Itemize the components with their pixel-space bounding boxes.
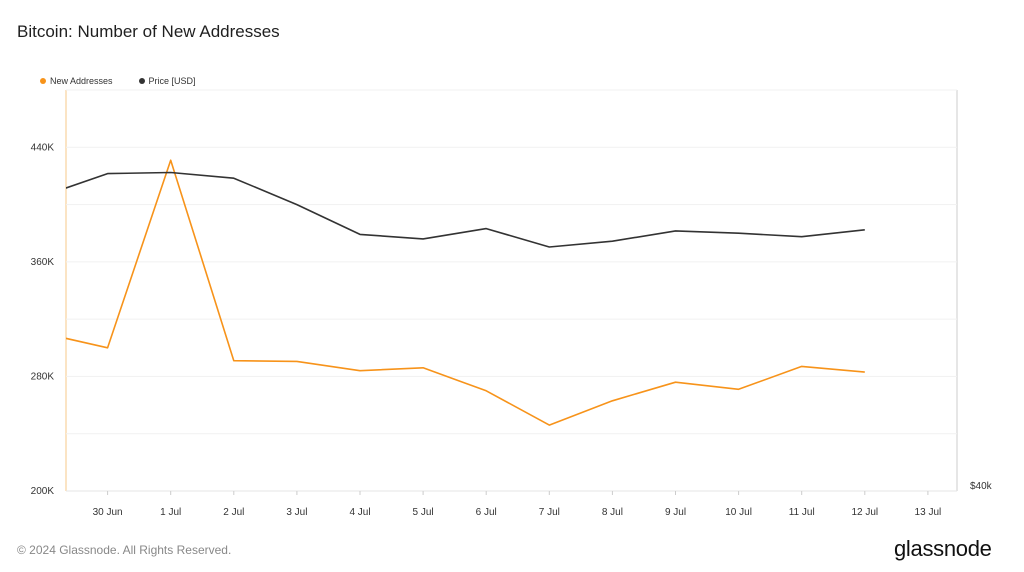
copyright-text: © 2024 Glassnode. All Rights Reserved. [17,543,232,557]
y-tick-label: 360K [31,257,55,268]
x-tick-label: 4 Jul [349,507,370,518]
legend-label-new-addresses: New Addresses [50,76,113,86]
x-tick-label: 5 Jul [413,507,434,518]
series-line-new-addresses [66,159,865,426]
glassnode-logo: glassnode [894,536,992,561]
x-tick-label: 7 Jul [539,507,560,518]
x-tick-label: 2 Jul [223,507,244,518]
y-tick-label: 200K [31,486,55,497]
x-tick-label: 9 Jul [665,507,686,518]
x-tick-label: 8 Jul [602,507,623,518]
legend-label-price: Price [USD] [148,76,196,86]
y-tick-label: 440K [31,142,55,153]
y-tick-label: 280K [31,371,55,382]
x-tick-label: 3 Jul [286,507,307,518]
x-tick-label: 12 Jul [851,507,878,518]
x-tick-label: 11 Jul [789,507,815,518]
series-line-price [66,171,865,248]
legend-item-new-addresses[interactable]: New Addresses [40,76,113,86]
legend-item-price[interactable]: Price [USD] [138,76,196,86]
x-tick-label: 13 Jul [915,507,942,518]
legend-swatch-new-addresses [40,78,46,84]
x-tick-label: 30 Jun [93,507,123,518]
legend-swatch-price [138,78,145,84]
x-tick-label: 10 Jul [725,507,752,518]
chart-legend: New Addresses Price [USD] [40,76,196,86]
chart-title: Bitcoin: Number of New Addresses [17,22,280,41]
x-tick-label: 6 Jul [476,507,497,518]
x-tick-label: 1 Jul [160,507,181,518]
y-right-tick-label: $40k [970,481,993,492]
